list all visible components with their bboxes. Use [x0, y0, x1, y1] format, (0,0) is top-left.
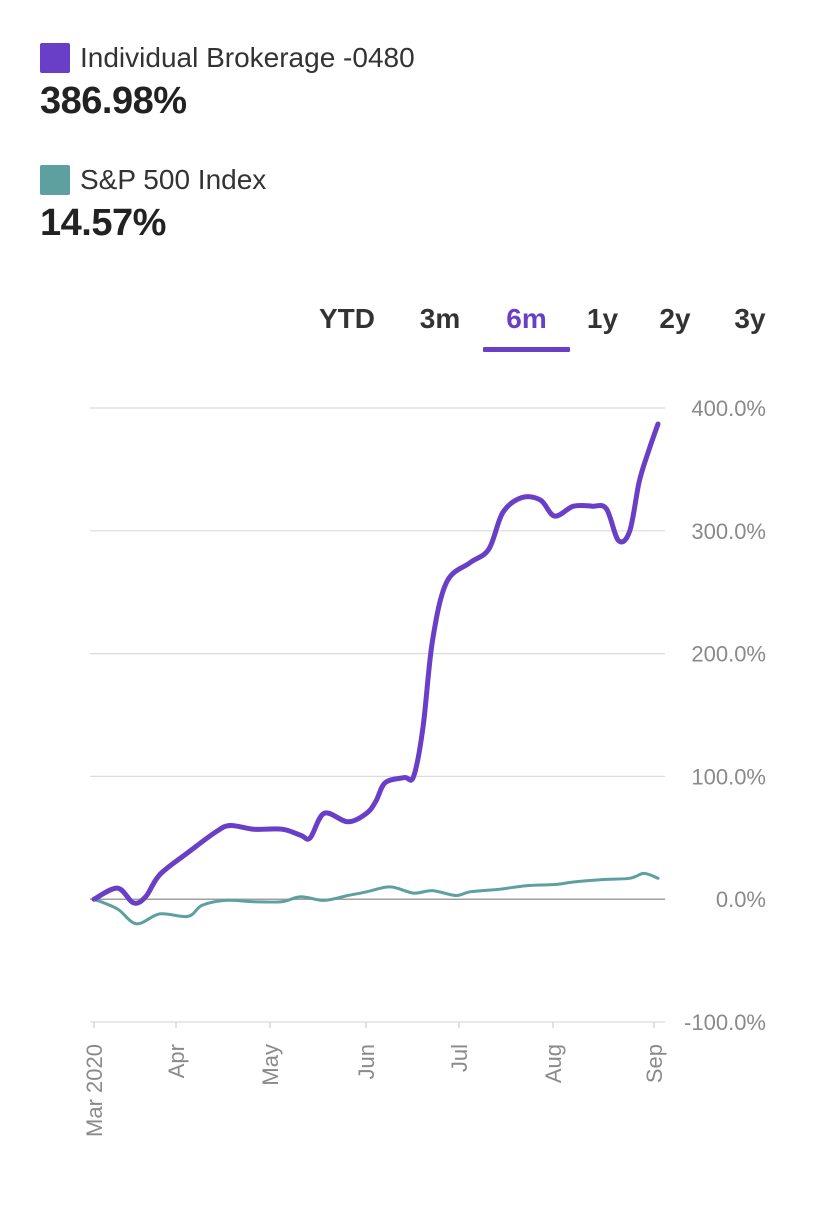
brokerage-series-line [91, 421, 661, 906]
tab-2y[interactable]: 2y [659, 303, 691, 334]
x-tick-label: Jul [447, 1044, 472, 1072]
y-tick-label: 100.0% [691, 764, 766, 789]
legend-item-brokerage: Individual Brokerage -0480 386.98% [40, 40, 415, 123]
x-tick-label: Sep [642, 1044, 667, 1083]
x-tick-label: May [258, 1044, 283, 1086]
y-tick-label: 200.0% [691, 642, 766, 667]
legend-value-sp500: 14.57% [40, 202, 166, 244]
performance-line-chart: 400.0% 300.0% 200.0% 100.0% 0.0% -100.0% Mar … [82, 396, 766, 1137]
legend-item-sp500: S&P 500 Index 14.57% [40, 162, 266, 245]
tab-3m[interactable]: 3m [419, 303, 461, 334]
x-tick-label: Mar 2020 [82, 1044, 107, 1137]
y-tick-label: 400.0% [691, 396, 766, 421]
x-tick-label: Jun [354, 1044, 379, 1079]
active-tab-indicator [483, 347, 570, 352]
tab-6m[interactable]: 6m [506, 303, 547, 334]
brokerage-color-swatch [40, 43, 70, 73]
x-tick-label: Aug [541, 1044, 566, 1083]
x-tick-label: Apr [164, 1044, 189, 1078]
tab-ytd[interactable]: YTD [319, 303, 375, 334]
sp500-color-swatch [40, 165, 70, 195]
y-tick-label: -100.0% [684, 1010, 766, 1035]
sp500-series-line [92, 871, 660, 926]
y-tick-label: 0.0% [716, 887, 766, 912]
legend-name-sp500: S&P 500 Index [80, 164, 267, 195]
time-range-tabs: YTD 3m 6m 1y 2y 3y [300, 296, 800, 356]
legend-name-brokerage: Individual Brokerage -0480 [80, 42, 415, 73]
y-tick-label: 300.0% [691, 519, 766, 544]
tab-3y[interactable]: 3y [734, 303, 766, 334]
tab-1y[interactable]: 1y [586, 303, 619, 334]
legend-value-brokerage: 386.98% [40, 80, 187, 122]
